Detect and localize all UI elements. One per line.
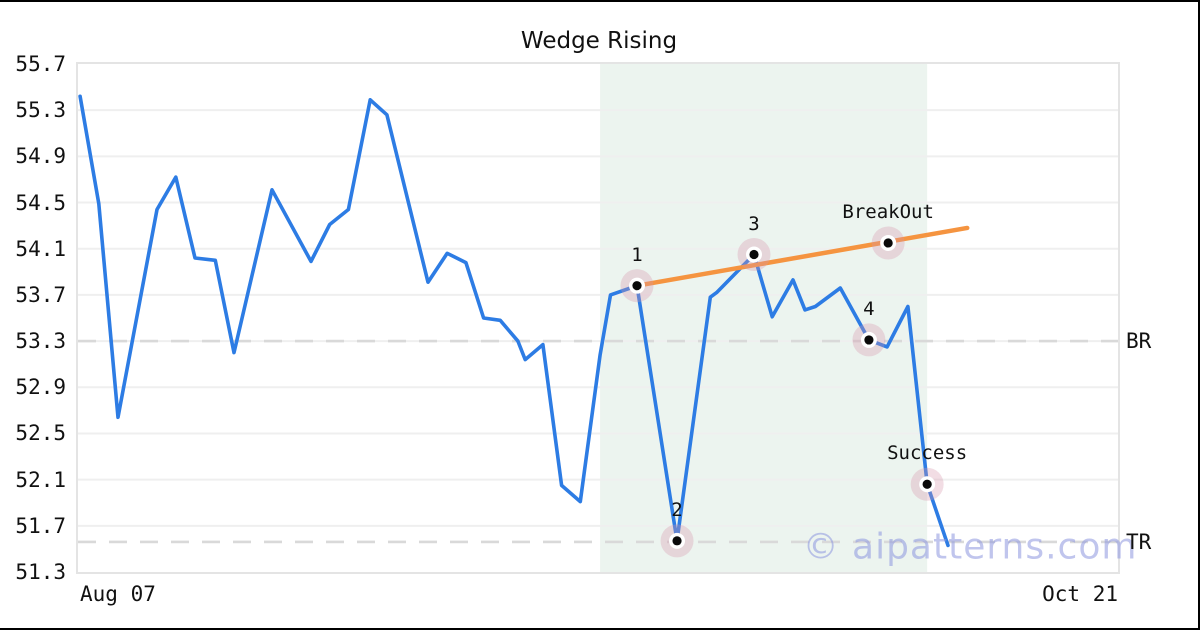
y-tick-label: 51.3 [15,560,66,584]
y-tick-label: 55.3 [15,98,66,123]
chart-title: Wedge Rising [520,28,678,54]
y-tick-label: 53.7 [15,282,66,307]
chart-canvas [78,64,1118,572]
y-tick-label: 52.1 [15,467,66,492]
annotation-label-3: 3 [748,212,760,235]
y-tick-label: 51.7 [15,513,66,538]
y-tick-label: 53.3 [15,329,66,354]
marker-dot-3 [749,249,759,260]
annotation-label-success: Success [887,442,968,465]
hline-label-tr: TR [1126,529,1152,554]
y-tick-label: 52.9 [15,375,66,400]
annotation-label-2: 2 [671,498,683,521]
annotation-label-4: 4 [863,297,875,320]
marker-dot-2 [672,536,682,546]
trendline [634,225,970,288]
y-tick-label: 54.9 [15,144,66,169]
x-tick-end: Oct 21 [1042,582,1118,606]
marker-dot-1 [632,281,642,291]
hline-label-br: BR [1126,329,1152,354]
pattern-region [600,64,928,572]
y-tick-label: 55.7 [15,52,66,76]
x-tick-start: Aug 07 [80,582,156,606]
price-line [78,94,950,548]
y-tick-label: 54.5 [15,190,66,215]
annotation-label-1: 1 [631,243,643,266]
y-tick-label: 52.5 [15,421,66,446]
y-tick-label: 54.1 [15,236,66,261]
plot-area: © aipatterns.com [76,62,1136,574]
marker-dot-breakout [883,238,893,248]
marker-dot-success [922,479,932,489]
annotation-label-breakout: BreakOut [842,200,934,223]
marker-dot-4 [864,335,874,345]
